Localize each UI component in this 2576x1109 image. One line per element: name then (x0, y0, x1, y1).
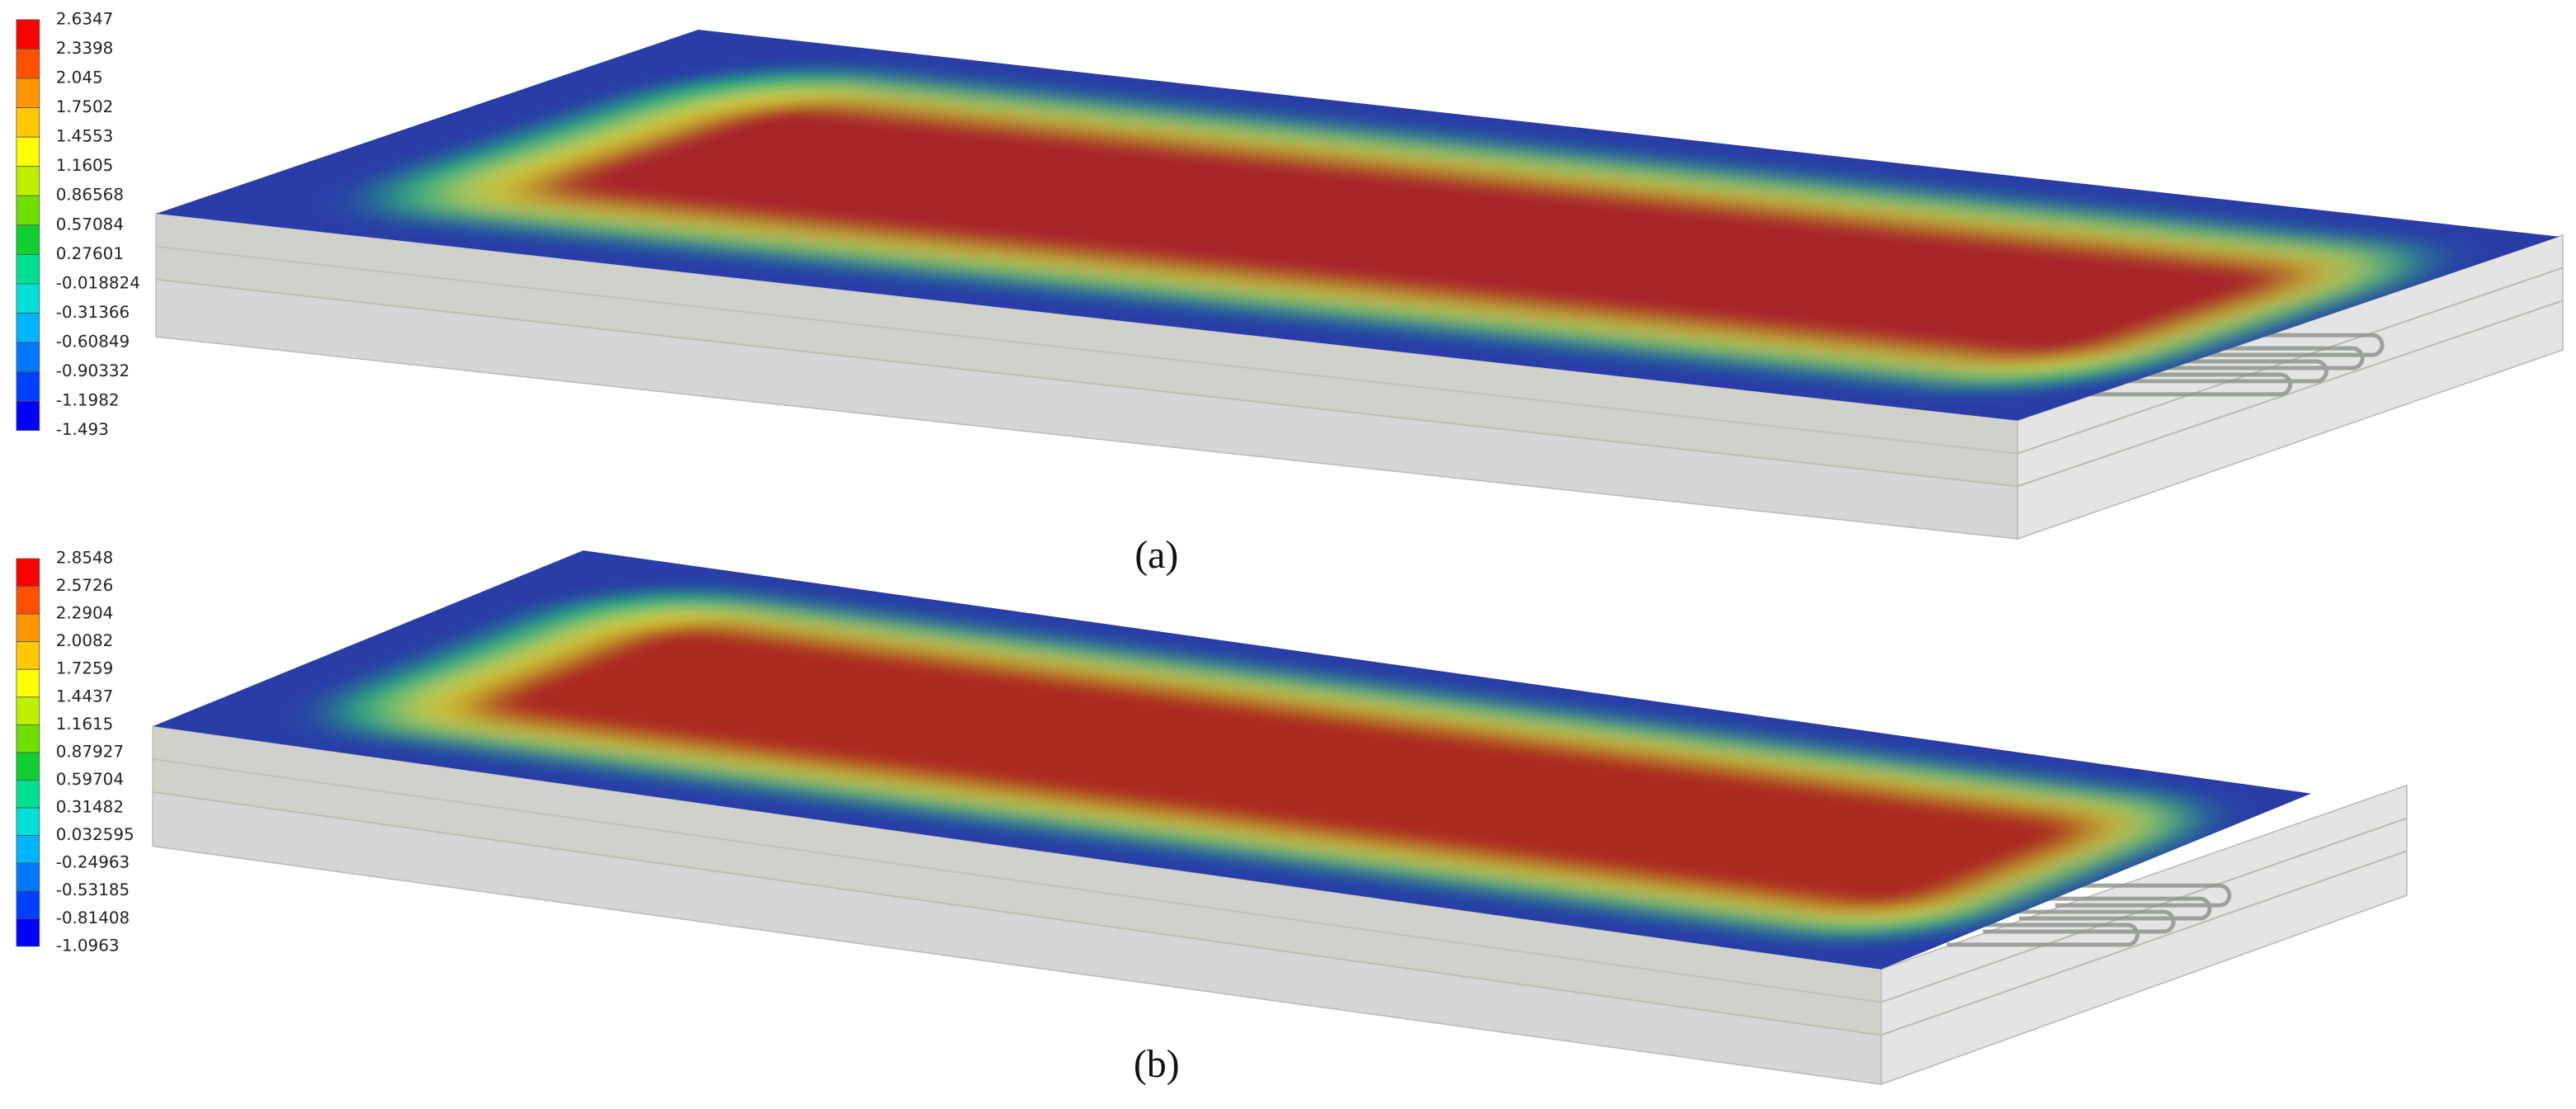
legend-swatch (16, 724, 40, 753)
legend-swatch (16, 641, 40, 670)
legend-label: 0.59704 (56, 770, 124, 789)
legend-label: 2.045 (56, 68, 103, 87)
legend-swatch (16, 224, 40, 255)
plate-a (155, 29, 2564, 540)
legend-label: 1.4553 (56, 127, 114, 146)
legend-swatch (16, 371, 40, 402)
legend-label: 0.86568 (56, 186, 124, 205)
legend-swatch (16, 313, 40, 343)
legend-label: 2.3398 (56, 39, 114, 58)
caption: (a) (1135, 533, 1178, 577)
legend-label: -1.0963 (56, 936, 120, 955)
legend-swatch (16, 807, 40, 837)
legend-label: 0.31482 (56, 798, 124, 817)
legend-swatch (16, 668, 40, 698)
legend-swatch (16, 195, 40, 226)
legend-swatch (16, 780, 40, 809)
legend-label: 0.27601 (56, 244, 124, 263)
legend-label: 1.7259 (56, 659, 114, 678)
legend-label: 2.2904 (56, 604, 114, 623)
legend-swatch (16, 558, 40, 587)
legend-label: 2.0082 (56, 631, 114, 650)
legend-label: 1.7502 (56, 97, 114, 116)
legend-label: 0.032595 (56, 825, 134, 844)
legend-label: 0.87927 (56, 742, 124, 761)
legend-swatch (16, 835, 40, 864)
legend-label: 2.5726 (56, 576, 114, 595)
legend-swatch (16, 49, 40, 79)
legend-swatch (16, 400, 40, 432)
legend-label: 2.6347 (56, 9, 114, 28)
legend-swatch (16, 696, 40, 725)
legend-swatch (16, 253, 40, 285)
plate-b (152, 550, 2408, 1086)
legend-swatch (16, 78, 40, 108)
legend-label: 2.8548 (56, 548, 114, 567)
legend-label: 1.4437 (56, 687, 114, 706)
legend-label: -0.018824 (56, 273, 140, 292)
legend-swatch (16, 283, 40, 314)
legend-label: -0.60849 (56, 333, 130, 352)
legend-label: 0.57084 (56, 215, 124, 234)
legend-swatch (16, 166, 40, 196)
legend-swatch (16, 862, 40, 892)
legend-swatch (16, 136, 40, 168)
legend-label: -0.81408 (56, 908, 130, 927)
legend-swatch (16, 586, 40, 615)
legend-swatch (16, 107, 40, 138)
legend-label: -1.493 (56, 420, 109, 439)
legend-swatch (16, 752, 40, 781)
legend-label: -0.31366 (56, 303, 130, 322)
legend-label: -0.24963 (56, 853, 130, 872)
legend-swatch (16, 19, 40, 50)
caption: (b) (1134, 1042, 1180, 1086)
legend-swatch (16, 613, 40, 643)
legend-label: -1.1982 (56, 391, 120, 410)
legend-swatch (16, 918, 40, 947)
legend-label: 1.1615 (56, 715, 114, 734)
legend-label: -0.90332 (56, 361, 130, 380)
legend-swatch (16, 890, 40, 919)
legend-label: 1.1605 (56, 156, 114, 175)
legend-swatch (16, 342, 40, 372)
legend-label: -0.53185 (56, 880, 130, 899)
